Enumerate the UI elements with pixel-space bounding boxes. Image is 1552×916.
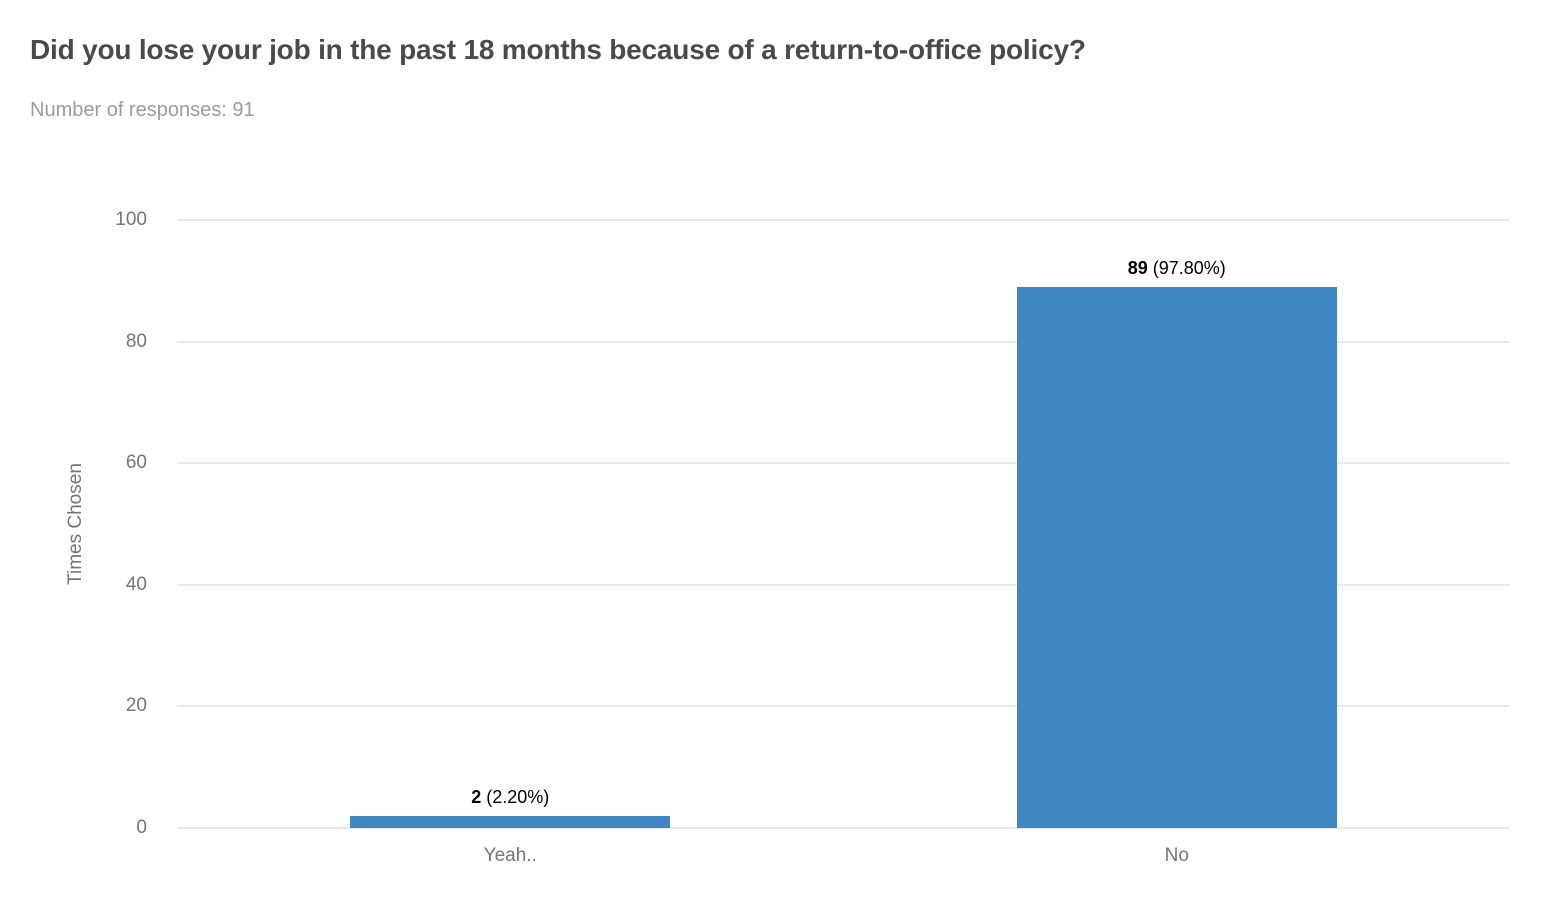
y-axis-title: Times Chosen	[65, 463, 86, 585]
bar-value-label-no: 89 (97.80%)	[1127, 257, 1226, 278]
x-category-label-no: No	[1164, 845, 1189, 866]
bar-value-label-yeah: 2 (2.20%)	[471, 786, 550, 807]
plot-area: 0 20 40 60 80 100 2 (2.20%) Yeah.. 89 (97.80%) No	[115, 210, 1510, 866]
gridline-40	[177, 583, 1510, 586]
y-tick-label-80: 80	[125, 330, 147, 352]
gridline-100	[177, 219, 1510, 221]
gridline-20	[177, 705, 1510, 708]
page-title: Did you lose your job in the past 18 mon…	[30, 34, 1086, 65]
bar-yeah[interactable]	[350, 815, 671, 828]
gridline-60	[177, 462, 1510, 465]
x-category-label-yeah: Yeah..	[483, 845, 537, 866]
y-tick-label-20: 20	[125, 695, 147, 717]
y-tick-label-60: 60	[125, 452, 147, 474]
y-tick-label-0: 0	[136, 817, 147, 838]
y-tick-label-100: 100	[115, 209, 147, 230]
y-tick-label-40: 40	[125, 573, 147, 595]
response-count: Number of responses: 91	[30, 99, 255, 121]
gridline-0	[177, 827, 1510, 829]
gridline-80	[177, 340, 1510, 343]
bar-no[interactable]	[1016, 286, 1337, 828]
